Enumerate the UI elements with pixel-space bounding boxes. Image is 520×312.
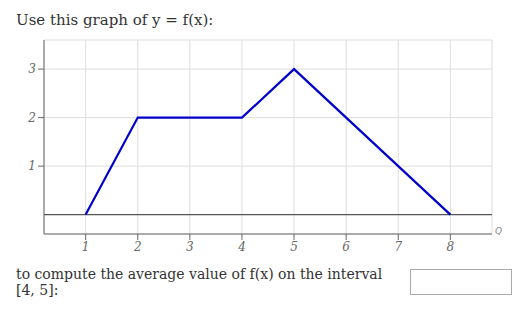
html-text:to compute the average value o: to compute the average value of f(x) on …: [16, 266, 383, 298]
svg-text:4: 4: [237, 240, 246, 254]
svg-text:6: 6: [342, 240, 350, 254]
svg-text:2: 2: [133, 240, 142, 254]
svg-text:3: 3: [28, 62, 36, 76]
html-text:Q: Q: [494, 226, 502, 236]
svg-text:2: 2: [27, 111, 36, 125]
svg-text:1: 1: [82, 240, 90, 254]
svg-text:3: 3: [186, 240, 194, 254]
html-text:Use this graph of y = f(x):: Use this graph of y = f(x):: [16, 11, 214, 29]
svg-text:5: 5: [290, 240, 298, 254]
svg-text:1: 1: [28, 159, 36, 173]
svg-text:7: 7: [394, 240, 402, 254]
svg-text:8: 8: [447, 240, 455, 254]
